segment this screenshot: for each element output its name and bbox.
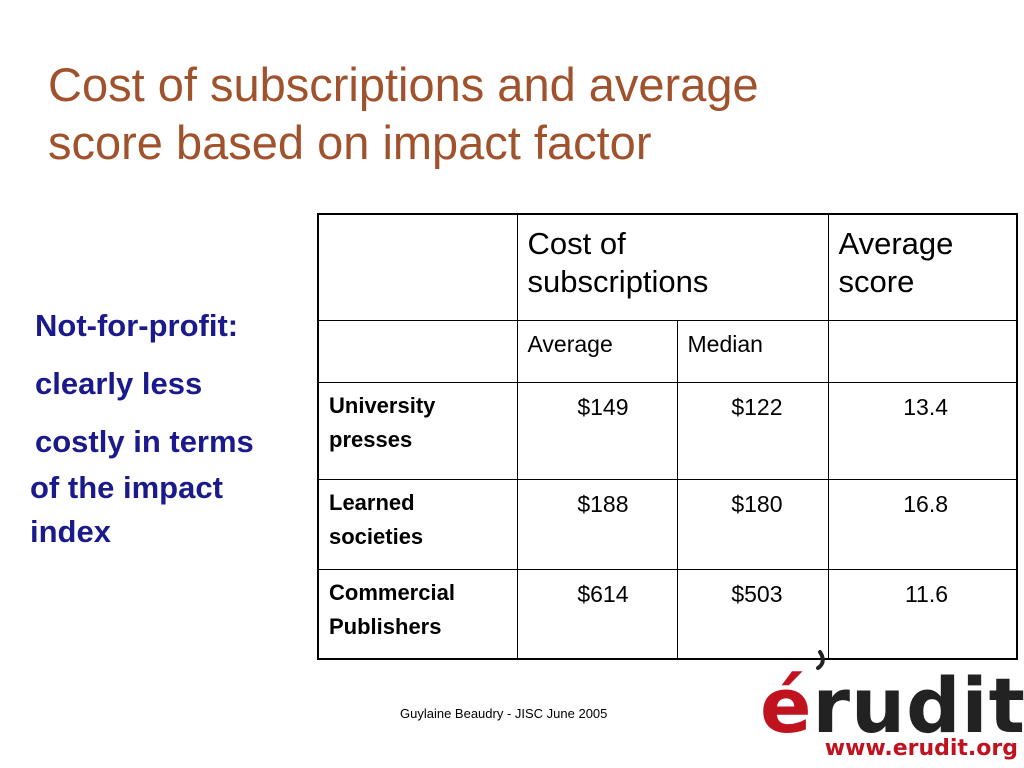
side-note-line: of the impact (30, 470, 223, 505)
row-label-line: University (329, 392, 436, 418)
row-label-line: Publishers (329, 613, 442, 639)
header-empty-cell (317, 213, 518, 321)
erudit-logo: érudit www.erudit.org (760, 650, 1024, 762)
average-cost-cell: $188 (516, 478, 678, 570)
median-cost-cell: $122 (676, 381, 829, 480)
table-row: Commercial Publishers $614 $503 11.6 (317, 568, 1018, 660)
subheader-empty-cell (827, 319, 1018, 383)
logo-url: www.erudit.org (824, 736, 1018, 761)
subheader-median: Median (676, 319, 829, 383)
row-label: Commercial Publishers (317, 568, 518, 660)
subheader-average: Average (516, 319, 678, 383)
average-score-cell: 16.8 (827, 478, 1018, 570)
header-average-score: Average score (827, 213, 1018, 321)
median-cost-cell: $503 (676, 568, 829, 660)
row-label-line: societies (329, 523, 424, 549)
side-note-line: index (30, 514, 111, 549)
table-row: Learned societies $188 $180 16.8 (317, 478, 1018, 570)
average-cost-cell: $614 (516, 568, 678, 660)
header-cost-line: Cost of (527, 226, 626, 261)
side-note-line: costly in terms (35, 424, 254, 459)
slide-title-line-1: Cost of subscriptions and average (48, 58, 759, 111)
row-label-line: presses (329, 426, 413, 452)
logo-swirl-icon (816, 650, 825, 670)
slide-title: Cost of subscriptions and average score … (48, 56, 948, 172)
side-note-line: Not-for-profit: (35, 308, 239, 343)
average-score-cell: 13.4 (827, 381, 1018, 480)
row-label-line: Commercial (329, 579, 455, 605)
header-cost-line: subscriptions (527, 264, 709, 299)
cost-score-table: Cost of subscriptions Average score Aver… (317, 213, 1018, 660)
footer-credit: Guylaine Beaudry - JISC June 2005 (400, 706, 608, 721)
row-label-line: Learned (329, 489, 415, 515)
average-score-cell: 11.6 (827, 568, 1018, 660)
row-label: University presses (317, 381, 518, 480)
side-note-line: clearly less (35, 366, 203, 401)
row-label: Learned societies (317, 478, 518, 570)
subheader-empty-cell (317, 319, 518, 383)
logo-wordmark: érudit (760, 668, 1024, 744)
median-cost-cell: $180 (676, 478, 829, 570)
header-score-line: Average (838, 226, 954, 261)
side-note: Not-for-profit: clearly less costly in t… (30, 306, 330, 554)
logo-accent-letter: é (760, 661, 813, 750)
header-score-line: score (838, 264, 915, 299)
average-cost-cell: $149 (516, 381, 678, 480)
table-header-row: Cost of subscriptions Average score (317, 213, 1018, 321)
header-cost-of-subscriptions: Cost of subscriptions (516, 213, 829, 321)
slide-title-line-2: score based on impact factor (48, 116, 652, 169)
table-subheader-row: Average Median (317, 319, 1018, 383)
logo-wordmark-rest: rudit (812, 661, 1024, 750)
table-row: University presses $149 $122 13.4 (317, 381, 1018, 480)
